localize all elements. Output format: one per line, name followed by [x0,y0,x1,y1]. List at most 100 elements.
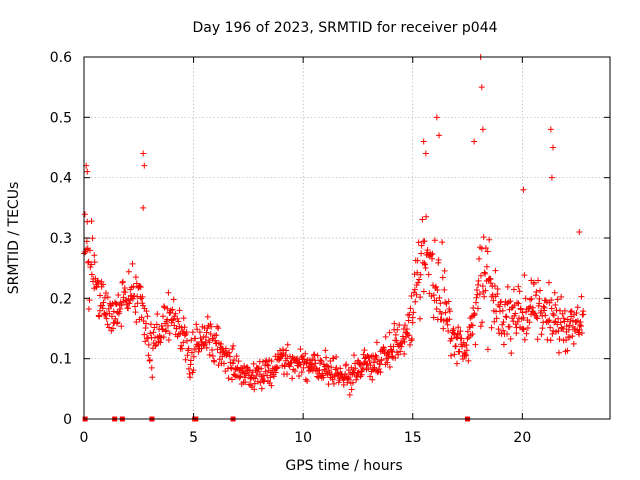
data-point [418,250,425,257]
data-point [211,358,218,365]
data-point [574,317,581,324]
data-point [554,296,561,303]
data-point [549,330,556,337]
data-point [125,268,132,275]
data-point [552,302,559,309]
y-tick-label: 0.6 [50,50,72,66]
data-point [82,249,89,256]
data-point [430,314,437,321]
data-point [463,347,470,354]
data-point [231,357,238,364]
data-point [251,386,258,393]
data-point [323,354,330,361]
data-point [322,347,329,354]
data-point [291,368,298,375]
data-point [385,351,392,358]
data-point [521,272,528,279]
data-point [225,375,232,382]
data-point [456,348,463,355]
data-point [195,348,202,355]
data-point [329,376,336,383]
y-tick-label: 0.5 [50,110,72,126]
data-point [574,304,581,311]
data-point [434,286,441,293]
data-point [414,269,421,276]
data-point [506,323,513,330]
data-point-spike [420,138,427,145]
data-point [405,332,412,339]
data-point [560,315,567,322]
data-point [463,352,470,359]
data-point [261,377,268,384]
data-point [517,306,524,313]
data-point [208,323,215,330]
data-point [539,312,546,319]
y-tick-label: 0.1 [50,352,72,368]
data-point [274,364,281,371]
data-point [230,342,237,349]
data-point [354,370,361,377]
data-point-spike [141,162,148,169]
data-point [178,324,185,331]
data-point [137,284,144,291]
data-point [411,271,418,278]
data-point [282,351,289,358]
data-point [418,242,425,249]
data-point [404,331,411,338]
data-point [433,283,440,290]
data-point [482,245,489,252]
data-point [85,259,92,266]
data-point [411,286,418,293]
data-point [241,363,248,370]
data-point [520,326,527,333]
data-point [450,325,457,332]
data-point [84,218,91,225]
data-point [179,345,186,352]
data-point [88,271,95,278]
data-point [196,329,203,336]
data-point [494,285,501,292]
data-point [551,319,558,326]
data-point [428,251,435,258]
data-point [298,369,305,376]
data-point [413,291,420,298]
data-point [393,337,400,344]
data-point [86,247,93,254]
data-point [345,376,352,383]
data-point [538,331,545,338]
data-point [192,335,199,342]
data-point [576,322,583,329]
data-point [561,307,568,314]
data-point [580,311,587,318]
data-point [325,381,332,388]
data-point [262,368,269,375]
data-point [297,346,304,353]
data-point [473,294,480,301]
data-point [161,304,168,311]
data-point [171,322,178,329]
data-point [193,321,200,328]
data-point [364,352,371,359]
data-point [386,364,393,371]
data-point [560,326,567,333]
data-point [484,346,491,353]
data-point [268,358,275,365]
data-point [215,325,222,332]
data-point [554,321,561,328]
data-point [504,283,511,290]
data-point [483,263,490,270]
data-point [180,315,187,322]
data-point [132,309,139,316]
data-point [457,328,464,335]
data-point [392,331,399,338]
data-point [475,277,482,284]
data-point [209,353,216,360]
data-point [101,294,108,301]
data-point [348,386,355,393]
data-point [499,321,506,328]
data-point [481,293,488,300]
data-point [252,375,259,382]
data-point [186,370,193,377]
data-point [165,337,172,344]
x-tick-label: 5 [189,430,198,446]
